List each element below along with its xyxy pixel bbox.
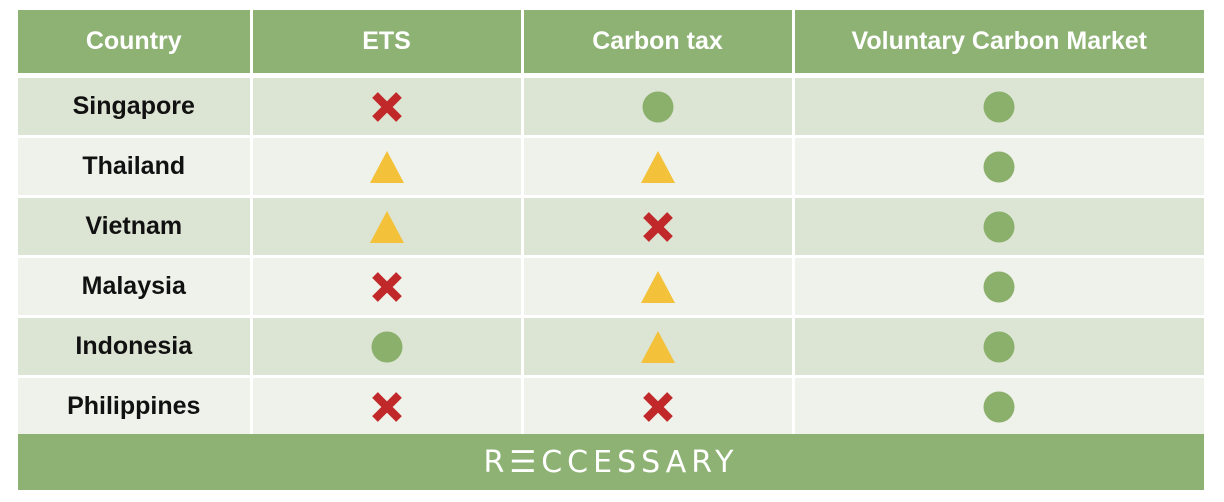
yellow-triangle-icon xyxy=(640,270,676,304)
ets-cell xyxy=(251,376,524,438)
yellow-triangle-icon xyxy=(369,150,405,184)
table-row: Vietnam xyxy=(18,196,1204,258)
voluntary-cell xyxy=(793,136,1204,198)
header-carbon-tax: Carbon tax xyxy=(522,10,795,78)
voluntary-cell xyxy=(793,376,1204,438)
country-cell: Thailand xyxy=(18,136,253,198)
ets-cell xyxy=(251,256,524,318)
green-circle-icon xyxy=(982,390,1016,424)
header-row: Country ETS Carbon tax Voluntary Carbon … xyxy=(18,10,1204,78)
voluntary-cell xyxy=(793,75,1204,138)
table-row: Philippines xyxy=(18,376,1204,438)
header-ets: ETS xyxy=(251,10,524,78)
table-row: Thailand xyxy=(18,136,1204,198)
country-cell: Philippines xyxy=(18,376,253,438)
green-circle-icon xyxy=(982,90,1016,124)
carbon-pricing-table: Country ETS Carbon tax Voluntary Carbon … xyxy=(18,10,1204,438)
green-circle-icon xyxy=(370,330,404,364)
carbon-tax-cell xyxy=(522,136,795,198)
carbon-tax-cell xyxy=(522,316,795,378)
red-cross-icon xyxy=(641,390,675,424)
country-cell: Malaysia xyxy=(18,256,253,318)
table-row: Indonesia xyxy=(18,316,1204,378)
green-circle-icon xyxy=(982,270,1016,304)
header-country: Country xyxy=(18,10,253,78)
country-cell: Singapore xyxy=(18,75,253,138)
ets-cell xyxy=(251,316,524,378)
ets-cell xyxy=(251,136,524,198)
carbon-tax-cell xyxy=(522,196,795,258)
table-row: Malaysia xyxy=(18,256,1204,318)
table-body: Singapore Thailand Vietnam Malaysia Indonesi… xyxy=(18,75,1204,438)
red-cross-icon xyxy=(370,90,404,124)
red-cross-icon xyxy=(641,210,675,244)
carbon-tax-cell xyxy=(522,256,795,318)
ets-cell xyxy=(251,196,524,258)
carbon-tax-cell xyxy=(522,376,795,438)
country-cell: Indonesia xyxy=(18,316,253,378)
green-circle-icon xyxy=(982,150,1016,184)
ets-cell xyxy=(251,75,524,138)
voluntary-cell xyxy=(793,196,1204,258)
yellow-triangle-icon xyxy=(640,330,676,364)
header-voluntary-carbon-market: Voluntary Carbon Market xyxy=(793,10,1204,78)
carbon-tax-cell xyxy=(522,75,795,138)
voluntary-cell xyxy=(793,256,1204,318)
brand-logo: R☰CCESSARY xyxy=(483,444,739,480)
country-cell: Vietnam xyxy=(18,196,253,258)
green-circle-icon xyxy=(641,90,675,124)
red-cross-icon xyxy=(370,390,404,424)
table-row: Singapore xyxy=(18,75,1204,138)
policy-table-container: Country ETS Carbon tax Voluntary Carbon … xyxy=(18,10,1204,438)
yellow-triangle-icon xyxy=(640,150,676,184)
red-cross-icon xyxy=(370,270,404,304)
yellow-triangle-icon xyxy=(369,210,405,244)
green-circle-icon xyxy=(982,210,1016,244)
footer-brand-band: R☰CCESSARY xyxy=(18,434,1204,490)
voluntary-cell xyxy=(793,316,1204,378)
green-circle-icon xyxy=(982,330,1016,364)
